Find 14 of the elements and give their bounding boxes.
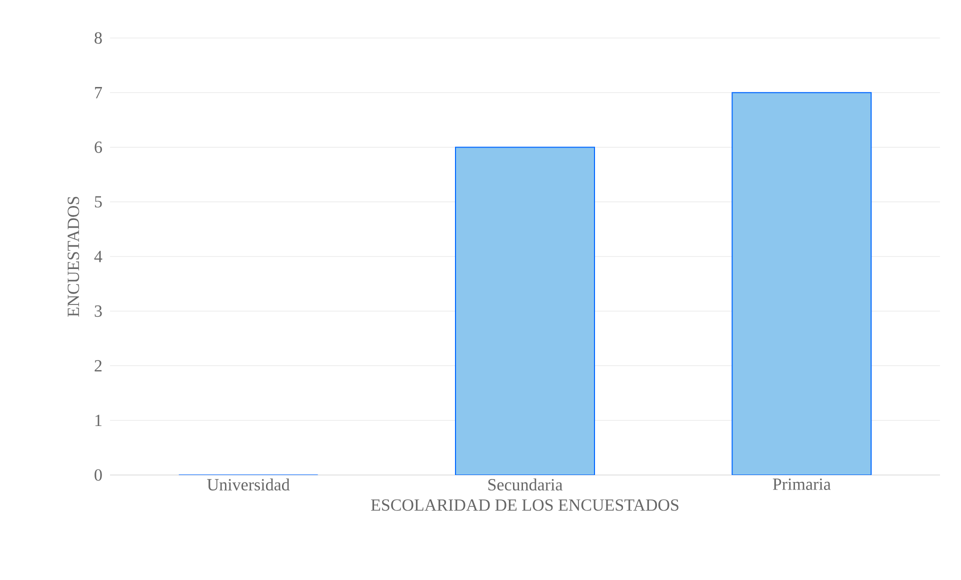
y-tick-label: 5: [94, 196, 102, 208]
y-tick-label: 6: [94, 142, 102, 153]
x-tick-label: Secundaria: [488, 478, 563, 490]
x-tick-label: Universidad: [207, 478, 290, 490]
y-axis-title: ENCUESTADOS: [68, 196, 80, 317]
y-tick-label: 1: [95, 414, 102, 426]
y-tick-label: 8: [94, 32, 102, 44]
x-tick-label: Primaria: [772, 478, 831, 490]
y-tick-label: 3: [94, 305, 102, 317]
y-tick-label: 2: [94, 360, 102, 372]
x-axis-title: ESCOLARIDAD DE LOS ENCUESTADOS: [371, 499, 678, 511]
y-tick-label: 0: [94, 469, 102, 481]
y-tick-label: 7: [95, 87, 102, 98]
y-tick-label: 4: [94, 250, 102, 262]
